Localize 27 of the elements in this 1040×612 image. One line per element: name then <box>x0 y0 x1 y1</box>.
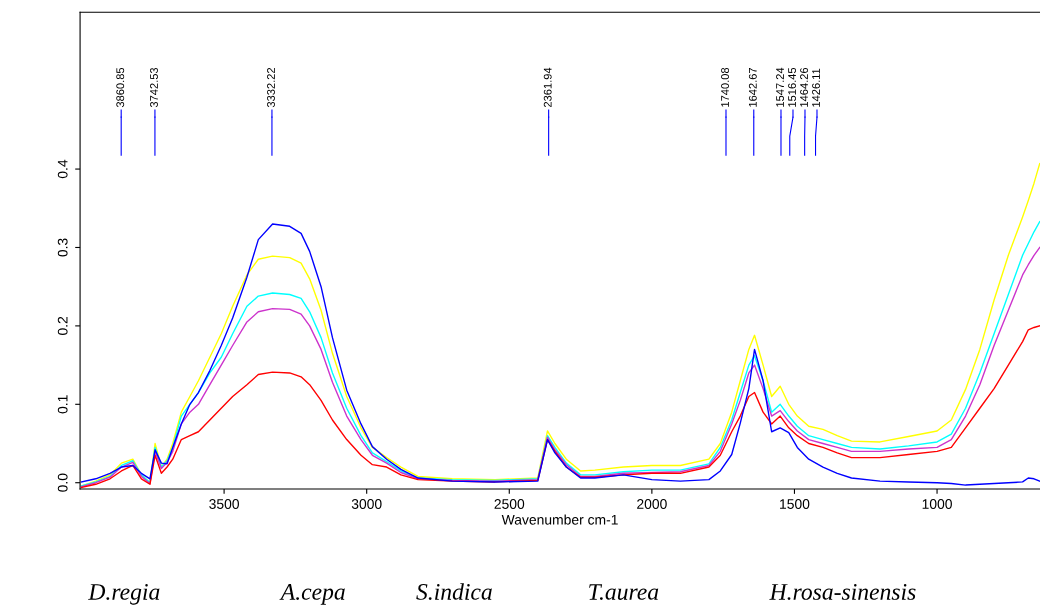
text: D.regia <box>88 583 160 605</box>
y-tick-label: 0.2 <box>57 316 68 335</box>
ref-line-label: 1426.11 <box>812 68 820 107</box>
ref-line-label: 3332.22 <box>267 67 275 108</box>
x-tick-label: 2000 <box>637 499 667 509</box>
x-tick-label: 1500 <box>780 499 810 509</box>
x-tick-label: 3000 <box>351 499 382 509</box>
ref-line-label: 1642.67 <box>748 67 757 107</box>
ref-line-label: 1464.26 <box>800 67 808 107</box>
text: S.indica <box>416 583 492 600</box>
x-tick-label: 3500 <box>209 499 239 509</box>
x-axis-title: Wavenumber cm-1 <box>501 514 618 525</box>
ref-line-label: 1547.24 <box>776 67 784 107</box>
y-tick-label: 0.1 <box>57 395 68 414</box>
x-tick-label: 1000 <box>922 499 952 509</box>
text: T.aurea <box>589 584 659 600</box>
ref-line-label: 3742.53 <box>150 67 158 108</box>
ref-line-label: 1516.45 <box>788 67 796 107</box>
y-tick-label: 0.3 <box>57 238 68 257</box>
x-tick-label: 2500 <box>494 499 525 509</box>
y-tick-label: 0.0 <box>57 473 68 492</box>
y-tick-label: 0.4 <box>57 159 68 179</box>
ref-line-label: 3860.85 <box>116 67 125 108</box>
text: A.cepa <box>279 584 345 605</box>
ref-line-label: 2361.94 <box>543 67 552 108</box>
ref-line-label: 1740.08 <box>721 67 729 107</box>
text: H.rosa-sinensis <box>769 583 916 600</box>
